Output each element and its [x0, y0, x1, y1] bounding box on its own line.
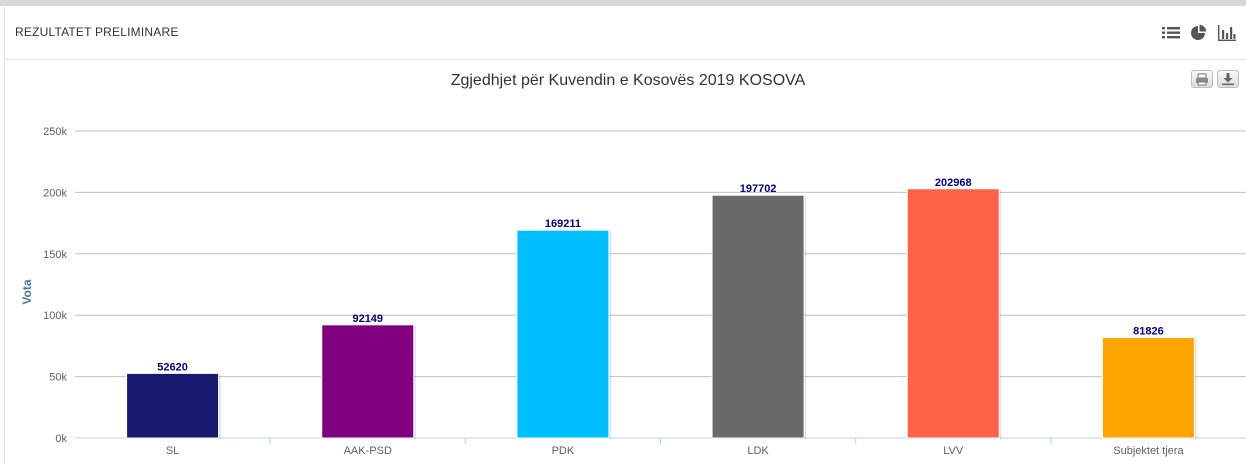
y-tick-label: 150k: [43, 249, 67, 261]
bar: [906, 188, 1000, 439]
y-tick-label: 0k: [55, 433, 67, 445]
chart-title: Zgjedhjet për Kuvendin e Kosovës 2019 KO…: [451, 72, 806, 89]
x-tick-label: SL: [166, 445, 179, 457]
x-tick-label: PDK: [552, 445, 575, 457]
top-strip: [0, 0, 1246, 6]
view-switcher: [1161, 24, 1237, 42]
y-tick-label: 250k: [43, 126, 67, 138]
bar: [321, 324, 415, 439]
y-tick-label: 100k: [43, 310, 67, 322]
panel-header: REZULTATET PRELIMINARE: [5, 6, 1246, 60]
bar-value-label: 81826: [1133, 326, 1164, 338]
x-tick-label: Subjektet tjera: [1113, 445, 1184, 457]
results-panel: REZULTATET PRELIMINARE: [4, 6, 1246, 464]
x-tick-label: LVV: [943, 445, 964, 457]
bar: [516, 229, 610, 439]
download-icon: [1222, 73, 1234, 86]
print-button[interactable]: [1191, 70, 1213, 88]
bar: [126, 372, 220, 439]
bars: 52620 92149 169211 197702 202968 81826: [126, 177, 1197, 439]
panel-title: REZULTATET PRELIMINARE: [15, 25, 179, 39]
bar-value-label: 92149: [352, 313, 383, 325]
list-icon[interactable]: [1161, 24, 1181, 42]
bar-chart-icon[interactable]: [1217, 24, 1237, 42]
bar-value-label: 202968: [935, 177, 972, 189]
gridlines: [75, 130, 1246, 439]
y-tick-label: 50k: [49, 372, 67, 384]
bar: [1101, 337, 1195, 439]
x-tick-label: AAK-PSD: [344, 445, 392, 457]
x-axis-ticks: SL AAK-PSD PDK LDK LVV Subjektet tjera: [166, 438, 1184, 457]
bar: [711, 194, 805, 439]
print-icon: [1196, 73, 1208, 86]
bar-value-label: 197702: [740, 183, 777, 195]
bar-value-label: 169211: [545, 218, 581, 230]
x-tick-label: LDK: [747, 445, 769, 457]
y-tick-label: 200k: [43, 187, 67, 199]
pie-chart-icon[interactable]: [1189, 24, 1209, 42]
y-axis-title: Vota: [20, 279, 34, 304]
download-button[interactable]: [1217, 70, 1239, 88]
chart-container: Zgjedhjet për Kuvendin e Kosovës 2019 KO…: [5, 60, 1246, 464]
bar-value-label: 52620: [157, 361, 188, 373]
bar-chart: Zgjedhjet për Kuvendin e Kosovës 2019 KO…: [20, 72, 1246, 457]
y-axis-ticks: 0k 50k 100k 150k 200k 250k: [43, 126, 67, 445]
